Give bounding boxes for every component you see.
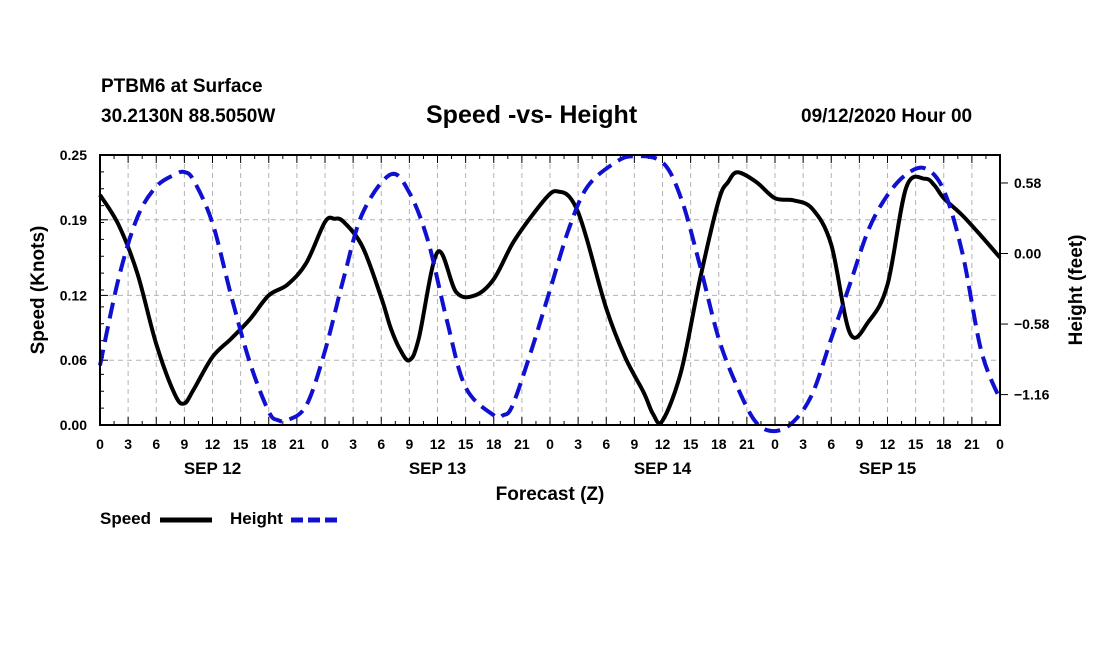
x-tick-label: 6 (827, 436, 835, 452)
coordinates-label: 30.2130N 88.5050W (101, 106, 276, 127)
y-tick-label: 0.25 (60, 147, 87, 163)
x-tick-label: 21 (289, 436, 305, 452)
datetime-label: 09/12/2020 Hour 00 (801, 106, 973, 127)
x-tick-label: 21 (514, 436, 530, 452)
x-tick-label: 3 (574, 436, 582, 452)
y-tick-label: 0.06 (60, 352, 87, 368)
y2-tick-label: −0.58 (1014, 316, 1050, 332)
series-layer (98, 154, 1002, 434)
y2-tick-label: −1.16 (1014, 387, 1050, 403)
x-tick-label: 3 (124, 436, 132, 452)
x-tick-label: 9 (180, 436, 188, 452)
x-tick-label: 0 (771, 436, 779, 452)
axis-ticks (99, 154, 1008, 426)
x-tick-label: 15 (908, 436, 924, 452)
y2-tick-label: 0.58 (1014, 175, 1041, 191)
x-tick-label: 9 (630, 436, 638, 452)
day-label: SEP 14 (634, 459, 692, 478)
x-tick-label: 12 (655, 436, 671, 452)
x-tick-label: 15 (458, 436, 474, 452)
y-tick-label: 0.00 (60, 417, 87, 433)
x-tick-label: 18 (486, 436, 502, 452)
x-tick-label: 9 (855, 436, 863, 452)
y2-axis-label: Height (feet) (1066, 235, 1087, 346)
x-tick-label: 0 (546, 436, 554, 452)
x-tick-label: 3 (349, 436, 357, 452)
x-tick-label: 6 (602, 436, 610, 452)
x-tick-label: 12 (880, 436, 896, 452)
legend-speed-label: Speed (100, 509, 152, 528)
x-tick-label: 0 (996, 436, 1004, 452)
x-tick-label: 6 (377, 436, 385, 452)
speed-series-line (98, 170, 1002, 426)
x-tick-label: 12 (205, 436, 221, 452)
day-label: SEP 12 (184, 459, 241, 478)
x-tick-label: 9 (405, 436, 413, 452)
y2-tick-label: 0.00 (1014, 246, 1041, 262)
x-tick-label: 12 (430, 436, 446, 452)
axis-labels: 0 3 6 9 12 15 18 21 0 3 6 9 12 15 18 21 0 3 6 9 12 15 18 21 0 3 6 9… (60, 147, 1050, 478)
plot-frame (99, 154, 1001, 426)
x-tick-label: 3 (799, 436, 807, 452)
station-label: PTBM6 at Surface (101, 76, 263, 97)
x-tick-label: 18 (261, 436, 277, 452)
x-axis-label: Forecast (Z) (496, 484, 605, 505)
y-tick-label: 0.19 (60, 212, 87, 228)
x-tick-label: 21 (739, 436, 755, 452)
day-label: SEP 15 (859, 459, 916, 478)
chart-title: Speed -vs- Height (426, 101, 638, 129)
x-tick-label: 15 (233, 436, 249, 452)
grid-lines (100, 155, 1000, 425)
height-series-line (98, 154, 1002, 434)
x-tick-label: 18 (936, 436, 952, 452)
x-tick-label: 21 (964, 436, 980, 452)
x-tick-label: 6 (152, 436, 160, 452)
y-tick-label: 0.12 (60, 287, 87, 303)
legend-height-label: Height (230, 509, 283, 528)
y-axis-label: Speed (Knots) (28, 226, 49, 355)
x-tick-label: 0 (321, 436, 329, 452)
x-tick-label: 18 (711, 436, 727, 452)
x-tick-label: 15 (683, 436, 699, 452)
x-tick-label: 0 (96, 436, 104, 452)
day-label: SEP 13 (409, 459, 466, 478)
